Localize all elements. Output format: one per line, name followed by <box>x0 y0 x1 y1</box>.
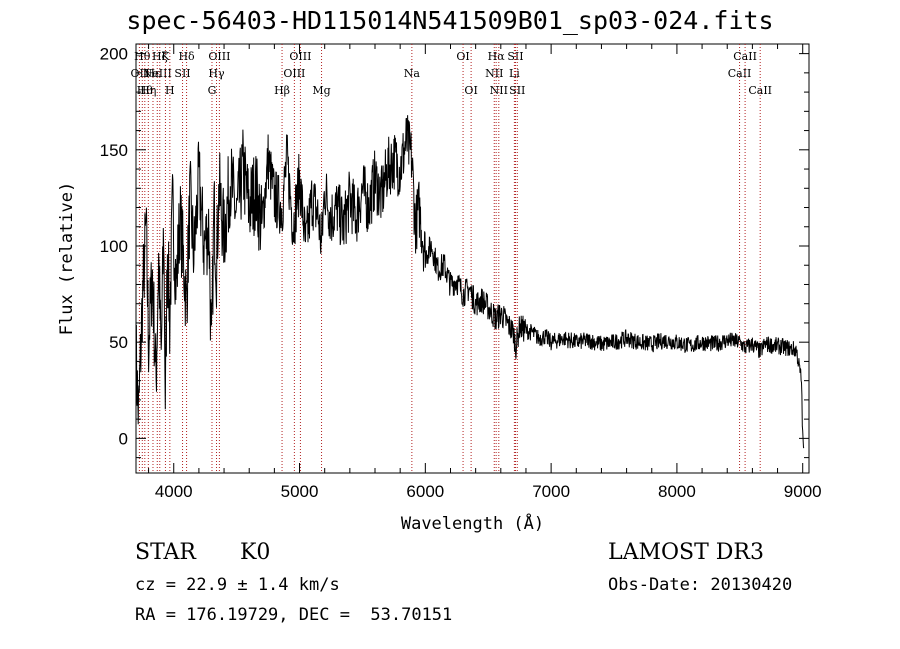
line-label-2: Hθ <box>137 84 154 97</box>
line-label-22: Hα <box>488 50 506 63</box>
line-label-21: NII <box>485 67 503 80</box>
line-label-10: Hδ <box>178 50 195 63</box>
line-label-12: Hγ <box>208 67 225 80</box>
y-tick-label-200: 200 <box>100 45 128 64</box>
redshift-value: cz = 22.9 ± 1.4 km/s <box>135 575 340 595</box>
line-label-23: NII <box>490 84 508 97</box>
x-tick-label-8000: 8000 <box>658 482 696 501</box>
line-label-25: SII <box>507 50 523 63</box>
x-tick-label-4000: 4000 <box>155 482 193 501</box>
line-label-6: Hζ <box>152 50 168 63</box>
y-axis-label: Flux (relative) <box>57 182 77 336</box>
spectrum-series-line <box>135 115 805 449</box>
y-tick-label-0: 0 <box>119 429 128 448</box>
line-label-28: CaII <box>733 50 757 63</box>
chart-title: spec-56403-HD115014N541509B01_sp03-024.f… <box>126 6 774 35</box>
x-tick-label-9000: 9000 <box>784 482 822 501</box>
coordinates: RA = 176.19729, DEC = 53.70151 <box>135 605 453 625</box>
line-label-5: NeIII <box>143 67 172 80</box>
line-label-11: G <box>208 84 217 97</box>
line-label-0: OII <box>131 67 149 80</box>
line-label-15: OIII <box>283 67 305 80</box>
line-label-18: Na <box>404 67 421 80</box>
line-label-9: SII <box>174 67 190 80</box>
x-tick-label-6000: 6000 <box>406 482 444 501</box>
observation-date: Obs-Date: 20130420 <box>608 575 793 595</box>
line-label-29: CaII <box>748 84 772 97</box>
line-label-17: Mg <box>312 84 330 97</box>
line-label-14: Hβ <box>274 84 290 97</box>
line-label-4: Hε <box>145 67 161 80</box>
x-tick-label-7000: 7000 <box>532 482 570 501</box>
object-class: STAR <box>135 540 196 565</box>
object-subclass: K0 <box>240 540 271 565</box>
y-tick-label-150: 150 <box>100 141 128 160</box>
line-label-3: Hη <box>140 84 156 97</box>
survey-name: LAMOST DR3 <box>608 540 764 565</box>
line-label-8: H <box>165 84 175 97</box>
line-label-24: Li <box>509 67 520 80</box>
line-label-26: SII <box>509 84 525 97</box>
x-tick-label-5000: 5000 <box>281 482 319 501</box>
y-tick-label-50: 50 <box>109 333 128 352</box>
line-label-13: OIII <box>208 50 230 63</box>
plot-frame <box>135 43 810 474</box>
line-label-27: CaII <box>728 67 752 80</box>
line-label-19: OI <box>456 50 469 63</box>
x-axis-label: Wavelength (Å) <box>401 512 544 534</box>
line-label-16: OIII <box>289 50 311 63</box>
y-tick-label-100: 100 <box>100 237 128 256</box>
line-label-7: K <box>161 50 170 63</box>
line-label-20: OI <box>464 84 477 97</box>
